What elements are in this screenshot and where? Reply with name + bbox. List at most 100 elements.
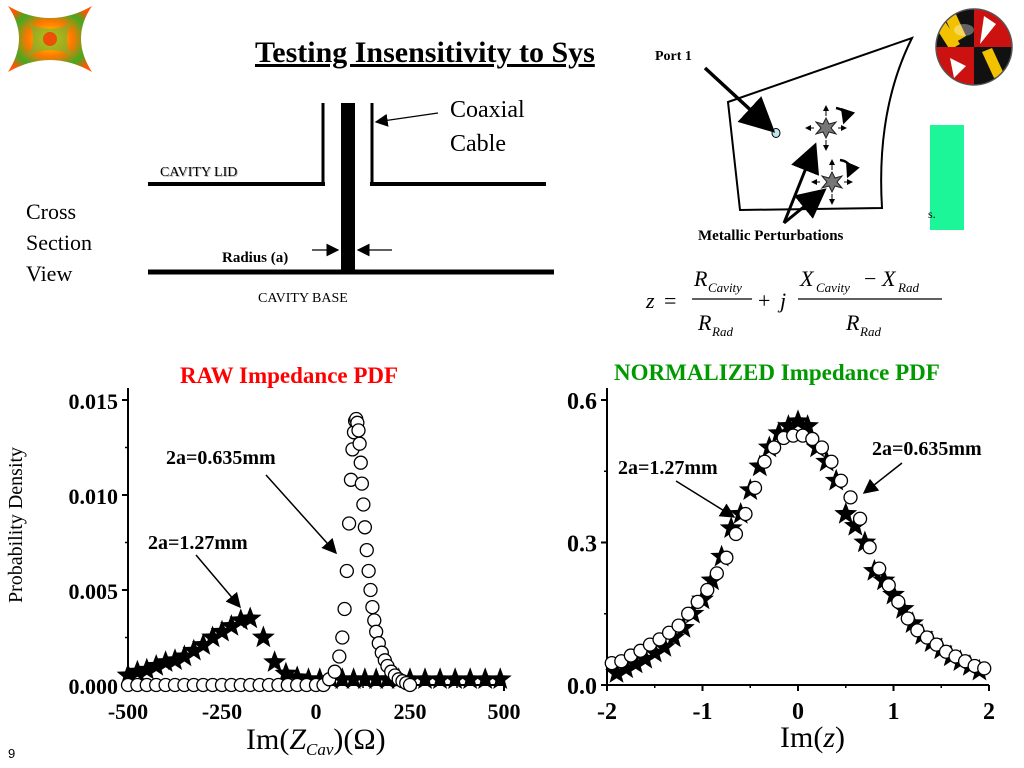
formula-plus: + — [758, 288, 770, 313]
raw-xlabel: Im(ZCav)(Ω) — [246, 723, 386, 759]
data-point-circle — [661, 625, 677, 640]
data-point-star — [652, 635, 676, 657]
data-point-star — [443, 667, 467, 689]
data-point-star — [413, 667, 437, 689]
data-point-star — [843, 513, 867, 536]
y-tick-label: 0.3 — [567, 532, 597, 558]
data-point-star — [719, 516, 743, 538]
formula-r-rad: R — [697, 310, 712, 335]
data-point-star — [285, 665, 309, 688]
data-point-star — [834, 502, 858, 524]
raw-pdf-title: RAW Impedance PDF — [180, 363, 399, 388]
data-point-star — [210, 619, 234, 642]
data-point-circle — [652, 632, 667, 647]
perturbation-arrow-2 — [783, 188, 827, 225]
radius-label: Radius (a) — [222, 250, 288, 266]
data-point-star — [238, 606, 262, 629]
data-point-star — [229, 608, 253, 631]
coax-label-line-2: Cable — [450, 131, 506, 157]
data-point-circle — [332, 649, 347, 664]
raw-annotation-127-arrow — [195, 554, 241, 609]
coax-pointer-arrow — [374, 112, 439, 127]
data-point-circle — [359, 542, 374, 558]
data-point-circle — [728, 526, 744, 542]
data-point-circle — [700, 582, 715, 598]
data-point-circle — [929, 637, 944, 652]
data-point-star — [135, 657, 159, 680]
x-tick-label: -250 — [202, 699, 242, 724]
data-point-star — [342, 667, 365, 689]
cross-section-line-2: Section — [26, 230, 92, 255]
data-point-star — [488, 667, 512, 689]
formula-fraction-1: R Cavity R Rad — [692, 266, 752, 339]
data-point-circle — [361, 563, 376, 579]
data-point-star — [274, 661, 298, 684]
data-point-circle — [919, 630, 935, 645]
data-point-circle — [977, 661, 992, 676]
data-point-circle — [351, 423, 366, 438]
data-point-circle — [891, 594, 906, 610]
cross-section-line-3: View — [26, 261, 73, 286]
data-point-circle — [354, 476, 370, 491]
data-point-circle — [337, 601, 352, 617]
data-point-star — [633, 646, 657, 669]
formula-equals: = — [664, 288, 676, 313]
data-point-star — [796, 414, 819, 436]
x-tick-label: 2 — [983, 699, 995, 725]
data-point-star — [614, 656, 638, 679]
normalized-impedance-formula: z = R Cavity R Rad + j X Cavity − X Rad … — [645, 266, 942, 339]
cross-section-label: Cross Section View — [26, 196, 92, 289]
data-point-star — [643, 640, 667, 663]
data-point-star — [126, 659, 149, 682]
data-point-circle — [881, 578, 896, 593]
data-point-circle — [671, 618, 686, 633]
perturbation-arrow-1 — [782, 142, 820, 224]
data-point-star — [353, 667, 377, 689]
data-point-circle — [335, 630, 350, 645]
data-point-star — [624, 651, 648, 674]
data-point-circle — [872, 561, 887, 576]
perturbation-label: Metallic Perturbations — [698, 228, 844, 244]
cavity-top-view-diagram: s. Port 1 Metallic Perturbations — [655, 36, 964, 244]
y-tick-label: 0.015 — [69, 389, 119, 414]
data-point-circle — [690, 594, 705, 610]
data-point-star — [182, 638, 206, 661]
normalized-annotation-0635: 2a=0.635mm — [872, 438, 982, 460]
data-point-circle — [681, 606, 696, 621]
data-point-star — [163, 648, 187, 670]
data-point-circle — [814, 440, 830, 455]
x-tick-label: -1 — [693, 699, 713, 725]
data-point-star — [458, 667, 482, 689]
y-tick-label: 0.010 — [69, 484, 119, 509]
formula-fraction-2: X Cavity − X Rad R Rad — [798, 266, 942, 339]
y-tick-label: 0.6 — [567, 389, 597, 415]
data-point-circle — [766, 440, 782, 455]
formula-x-rad-sub: Rad — [897, 280, 919, 295]
x-tick-label: -2 — [597, 699, 617, 725]
normalized-annotation-127: 2a=1.27mm — [618, 457, 718, 479]
data-point-star — [853, 530, 877, 553]
slide-title: Testing Insensitivity to Sys — [255, 36, 595, 69]
x-tick-label: 500 — [488, 699, 521, 724]
normalized-axes: -2 -1 0 1 2 0.0 0.3 0.6 — [567, 388, 995, 725]
coax-cross-section-diagram: CAVITY LID CAVITY BASE Radius (a) Coaxia… — [148, 97, 554, 306]
cross-section-line-1: Cross — [26, 199, 77, 224]
raw-ylabel: Probability Density — [5, 447, 27, 603]
data-point-circle — [709, 566, 724, 581]
normalized-data-marks — [604, 409, 992, 683]
data-point-circle — [363, 582, 378, 598]
data-point-star — [364, 667, 388, 689]
hidden-text-fragment: s. — [928, 207, 936, 221]
formula-r-cavity: R — [693, 266, 708, 291]
port-1-marker — [771, 128, 781, 138]
port-label: Port 1 — [655, 49, 692, 64]
data-point-circle — [862, 540, 877, 555]
data-point-star — [220, 614, 243, 636]
normalized-impedance-chart: -2 -1 0 1 2 0.0 0.3 0.6 Im(z) 2a=1.27mm 2a=0.63… — [567, 388, 995, 754]
formula-x-cavity-sub: Cavity — [816, 280, 850, 295]
data-point-circle — [910, 623, 925, 638]
normalized-annotation-0635-arrow — [862, 462, 903, 494]
data-point-circle — [719, 550, 734, 565]
data-point-circle — [805, 431, 820, 447]
normalized-annotation-127-arrow — [675, 480, 736, 518]
